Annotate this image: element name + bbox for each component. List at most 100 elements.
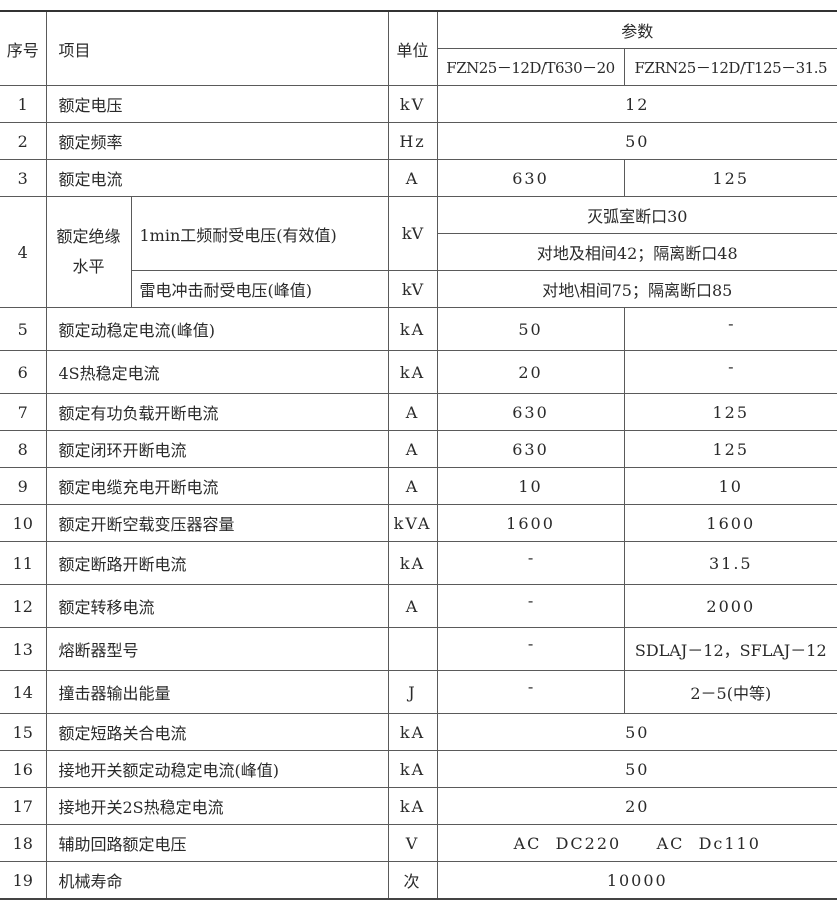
item: 额定频率 (45, 122, 389, 160)
header-model-1: FZN25－12D/T630－20 (437, 48, 625, 86)
unit: kV (387, 196, 438, 271)
value-model-1: - (436, 541, 625, 585)
item: 额定动稳定电流(峰值) (45, 307, 389, 351)
row-number: 18 (0, 824, 47, 862)
table-row: 7 额定有功负载开断电流 A 630 125 (0, 393, 837, 431)
item: 熔断器型号 (45, 627, 389, 671)
row-number: 5 (0, 307, 47, 351)
item: 额定转移电流 (45, 584, 389, 628)
item: 机械寿命 (45, 861, 389, 900)
unit: A (387, 159, 438, 197)
row-number: 4 (0, 196, 47, 308)
table-row: 11 额定断路开断电流 kA -31.5 (0, 541, 837, 585)
item: 额定闭环开断电流 (45, 430, 389, 468)
header-item: 项目 (45, 10, 389, 86)
row-number: 6 (0, 350, 47, 394)
row-number: 7 (0, 393, 47, 431)
header-no: 序号 (0, 10, 47, 86)
unit: kA (387, 713, 438, 751)
header-row: 序号 项目 单位 参数 (0, 10, 837, 86)
table-row: 8 额定闭环开断电流 A 630 125 (0, 430, 837, 468)
value-merged: 50 (436, 122, 837, 160)
value-model-1: 630 (436, 393, 625, 431)
item: 额定有功负载开断电流 (45, 393, 389, 431)
value-model-1: 1600 (436, 504, 625, 542)
row-number: 11 (0, 541, 47, 585)
value-merged: 对地\相间75；隔离断口85 (436, 270, 837, 308)
row-number: 15 (0, 713, 47, 751)
item: 接地开关2S热稳定电流 (45, 787, 389, 825)
header-unit: 单位 (387, 10, 438, 86)
unit (387, 627, 438, 671)
value-model-2: - (623, 350, 837, 394)
table-row: 1 额定电压 kV 12 (0, 85, 837, 123)
table-row: 对地及相间42；隔离断口48 (0, 233, 837, 271)
value-merged: 对地及相间42；隔离断口48 (437, 233, 837, 271)
unit: kA (387, 787, 438, 825)
unit: Hz (387, 122, 438, 160)
value-model-2: SDLAJ－12，SFLAJ－12 (623, 627, 837, 671)
item: 额定短路关合电流 (45, 713, 389, 751)
unit: 次 (387, 861, 438, 900)
unit: kA (387, 541, 438, 585)
value-model-1: - (436, 670, 625, 714)
row-number: 12 (0, 584, 47, 628)
value-model-2: 31.5 (623, 541, 837, 585)
unit: A (387, 584, 438, 628)
table-row: 14 撞击器输出能量 J -2－5(中等) (0, 670, 837, 714)
row-number: 16 (0, 750, 47, 788)
value-model-2: 2000 (623, 584, 837, 628)
unit: A (387, 430, 438, 468)
table-row: 12 额定转移电流 A -2000 (0, 584, 837, 628)
table-row: 9 额定电缆充电开断电流 A 10 10 (0, 467, 837, 505)
table-row: 2 额定频率 Hz 50 (0, 122, 837, 160)
value-model-2: 125 (623, 430, 837, 468)
value-model-1: - (436, 584, 625, 628)
spec-table: 序号 项目 单位 参数 FZN25－12D/T630－20 FZRN25－12D… (0, 10, 837, 900)
item: 4S热稳定电流 (45, 350, 389, 394)
row-number: 10 (0, 504, 47, 542)
header-model-2: FZRN25－12D/T125－31.5 (623, 48, 837, 86)
unit: kV (387, 85, 438, 123)
unit: kV (387, 270, 438, 308)
item: 额定电缆充电开断电流 (45, 467, 389, 505)
row-number: 2 (0, 122, 47, 160)
sub-item: 雷电冲击耐受电压(峰值) (131, 270, 389, 308)
row-number: 8 (0, 430, 47, 468)
value-merged: 50 (436, 750, 837, 788)
group-item: 额定绝缘水平 (45, 196, 132, 308)
value-model-1: 630 (436, 159, 625, 197)
table-row: 19 机械寿命次 10000 (0, 861, 837, 900)
sub-item: 1min工频耐受电压(有效值) (130, 196, 389, 271)
table-row: 4 额定绝缘水平 1min工频耐受电压(有效值) kV 灭弧室断口30 (0, 196, 837, 308)
value-merged: 灭弧室断口30 (436, 196, 837, 234)
item: 接地开关额定动稳定电流(峰值) (45, 750, 389, 788)
row-number: 9 (0, 467, 47, 505)
item: 辅助回路额定电压 (45, 824, 389, 862)
item: 撞击器输出能量 (45, 670, 389, 714)
table-row: 5 额定动稳定电流(峰值) kA 50- (0, 307, 837, 351)
unit: kA (387, 350, 438, 394)
item: 额定电流 (45, 159, 389, 197)
value-merged: 12 (436, 85, 837, 123)
item: 额定断路开断电流 (45, 541, 389, 585)
row-number: 19 (0, 861, 47, 900)
unit: A (387, 467, 438, 505)
value-model-2: - (623, 307, 837, 351)
unit: A (387, 393, 438, 431)
value-model-2: 125 (623, 159, 837, 197)
value-merged: AC DC220 AC Dc110 (436, 824, 837, 862)
row-number: 17 (0, 787, 47, 825)
table-row: 10 额定开断空载变压器容量 kVA 1600 1600 (0, 504, 837, 542)
row-number: 14 (0, 670, 47, 714)
table-row: 17 接地开关2S热稳定电流 kA 20 (0, 787, 837, 825)
unit: V (387, 824, 438, 862)
value-model-1: 630 (436, 430, 625, 468)
value-model-1: 10 (436, 467, 625, 505)
value-model-1: 50 (436, 307, 625, 351)
value-model-2: 125 (623, 393, 837, 431)
row-number: 1 (0, 85, 47, 123)
item: 额定开断空载变压器容量 (45, 504, 389, 542)
table-row: 15 额定短路关合电流 kA 50 (0, 713, 837, 751)
value-merged: 50 (436, 713, 837, 751)
